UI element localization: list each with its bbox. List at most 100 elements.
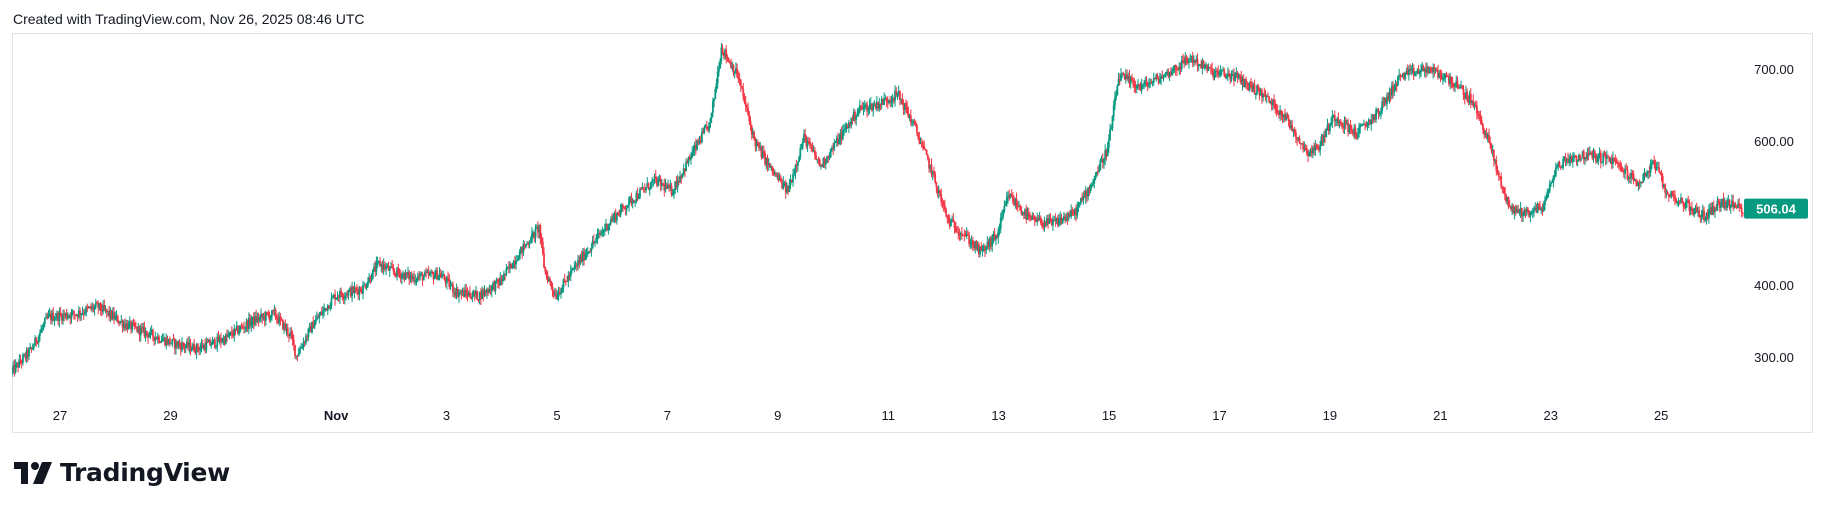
- candle-body: [375, 262, 378, 272]
- candle-body: [1665, 191, 1668, 193]
- candle-body: [465, 289, 468, 294]
- candle-body: [243, 327, 245, 329]
- candle-body: [302, 341, 305, 347]
- candle-body: [91, 306, 94, 309]
- candle-body: [37, 335, 40, 343]
- candle-body: [551, 286, 554, 291]
- candle-body: [1699, 215, 1702, 217]
- candle-body: [1438, 72, 1441, 78]
- candle-body: [149, 330, 152, 336]
- candle-body: [256, 317, 259, 322]
- candle-body: [1688, 202, 1691, 211]
- candle-body: [1011, 196, 1014, 202]
- candle-body: [1075, 209, 1077, 216]
- candle-body: [154, 337, 157, 341]
- candle-body: [60, 314, 63, 321]
- candle-body: [1274, 103, 1277, 110]
- candle-body: [764, 153, 766, 165]
- candle-body: [504, 273, 507, 275]
- candle-body: [436, 270, 439, 280]
- candle-body: [901, 98, 904, 105]
- candle-body: [711, 101, 714, 113]
- candle-body: [100, 309, 103, 312]
- candle-body: [935, 182, 938, 188]
- candle-body: [626, 205, 629, 208]
- candle-body: [748, 114, 751, 122]
- candle-body: [1143, 84, 1145, 86]
- candle-body: [1175, 69, 1178, 71]
- candle-body: [136, 326, 139, 332]
- candle-body: [390, 266, 392, 268]
- candlestick-chart[interactable]: 300.00 400.00 600.00 700.00 27 29 Nov 3 5 7 9 11 13…: [12, 33, 1813, 433]
- candle-body: [1160, 76, 1162, 79]
- candle-body: [526, 243, 528, 245]
- candle-body: [1342, 126, 1345, 128]
- candle-body: [329, 306, 332, 309]
- candle-body: [1256, 85, 1258, 94]
- candle-body: [346, 293, 349, 296]
- candle-body: [1173, 65, 1176, 70]
- candle-body: [1162, 76, 1165, 79]
- candle-body: [1364, 124, 1367, 126]
- candle-body: [119, 321, 122, 324]
- candle-body: [958, 232, 961, 236]
- candle-body: [1191, 56, 1194, 63]
- candle-body: [523, 244, 526, 248]
- tradingview-wordmark: TradingView: [60, 458, 230, 487]
- candle-body: [1111, 116, 1114, 129]
- candle-body: [900, 98, 903, 100]
- candle-body: [1371, 119, 1374, 121]
- candle-body: [348, 288, 351, 291]
- candle-body: [845, 125, 848, 129]
- candle-body: [1246, 83, 1249, 85]
- candle-body: [1052, 220, 1054, 225]
- tradingview-logo-icon: [14, 461, 52, 484]
- candle-body: [416, 276, 419, 281]
- candle-body: [1648, 171, 1651, 173]
- candle-body: [179, 345, 182, 350]
- candle-body: [1369, 119, 1371, 125]
- candle-body: [80, 313, 83, 316]
- candle-body: [155, 337, 158, 340]
- candle-body: [1132, 80, 1135, 84]
- candle-body: [56, 313, 58, 319]
- candle-body: [493, 283, 496, 291]
- candle-body: [1689, 207, 1692, 211]
- candle-body: [1641, 182, 1643, 184]
- candle-body: [625, 207, 628, 210]
- candle-body: [1235, 72, 1238, 74]
- tradingview-logo[interactable]: TradingView: [14, 458, 230, 487]
- candle-body: [1505, 194, 1507, 202]
- candle-body: [744, 102, 747, 106]
- candle-body: [600, 233, 603, 235]
- candle-body: [169, 338, 171, 345]
- candle-body: [1128, 76, 1131, 84]
- candle-body: [605, 223, 607, 230]
- candle-body: [943, 205, 946, 210]
- candle-body: [1050, 219, 1053, 225]
- candle-body: [612, 216, 615, 221]
- candle-body: [222, 338, 225, 342]
- candle-body: [848, 122, 850, 128]
- candle-body: [1367, 119, 1370, 123]
- candle-body: [1531, 212, 1534, 214]
- candle-body: [133, 323, 136, 327]
- candle-body: [843, 128, 845, 131]
- candle-body: [22, 355, 24, 363]
- candle-body: [1120, 74, 1122, 81]
- candle-body: [1243, 79, 1246, 87]
- candle-body: [246, 321, 249, 329]
- candle-body: [1488, 134, 1490, 143]
- candle-body: [994, 235, 997, 240]
- candle-body: [1338, 121, 1341, 124]
- candle-body: [1301, 143, 1303, 145]
- candle-body: [713, 98, 715, 102]
- candle-body: [998, 228, 1001, 230]
- candle-body: [1337, 118, 1340, 124]
- candle-body: [1445, 73, 1448, 76]
- candle-body: [662, 183, 664, 185]
- candle-body: [267, 313, 270, 315]
- candle-body: [1456, 80, 1459, 88]
- candle-body: [437, 275, 440, 280]
- candle-body: [1296, 137, 1299, 140]
